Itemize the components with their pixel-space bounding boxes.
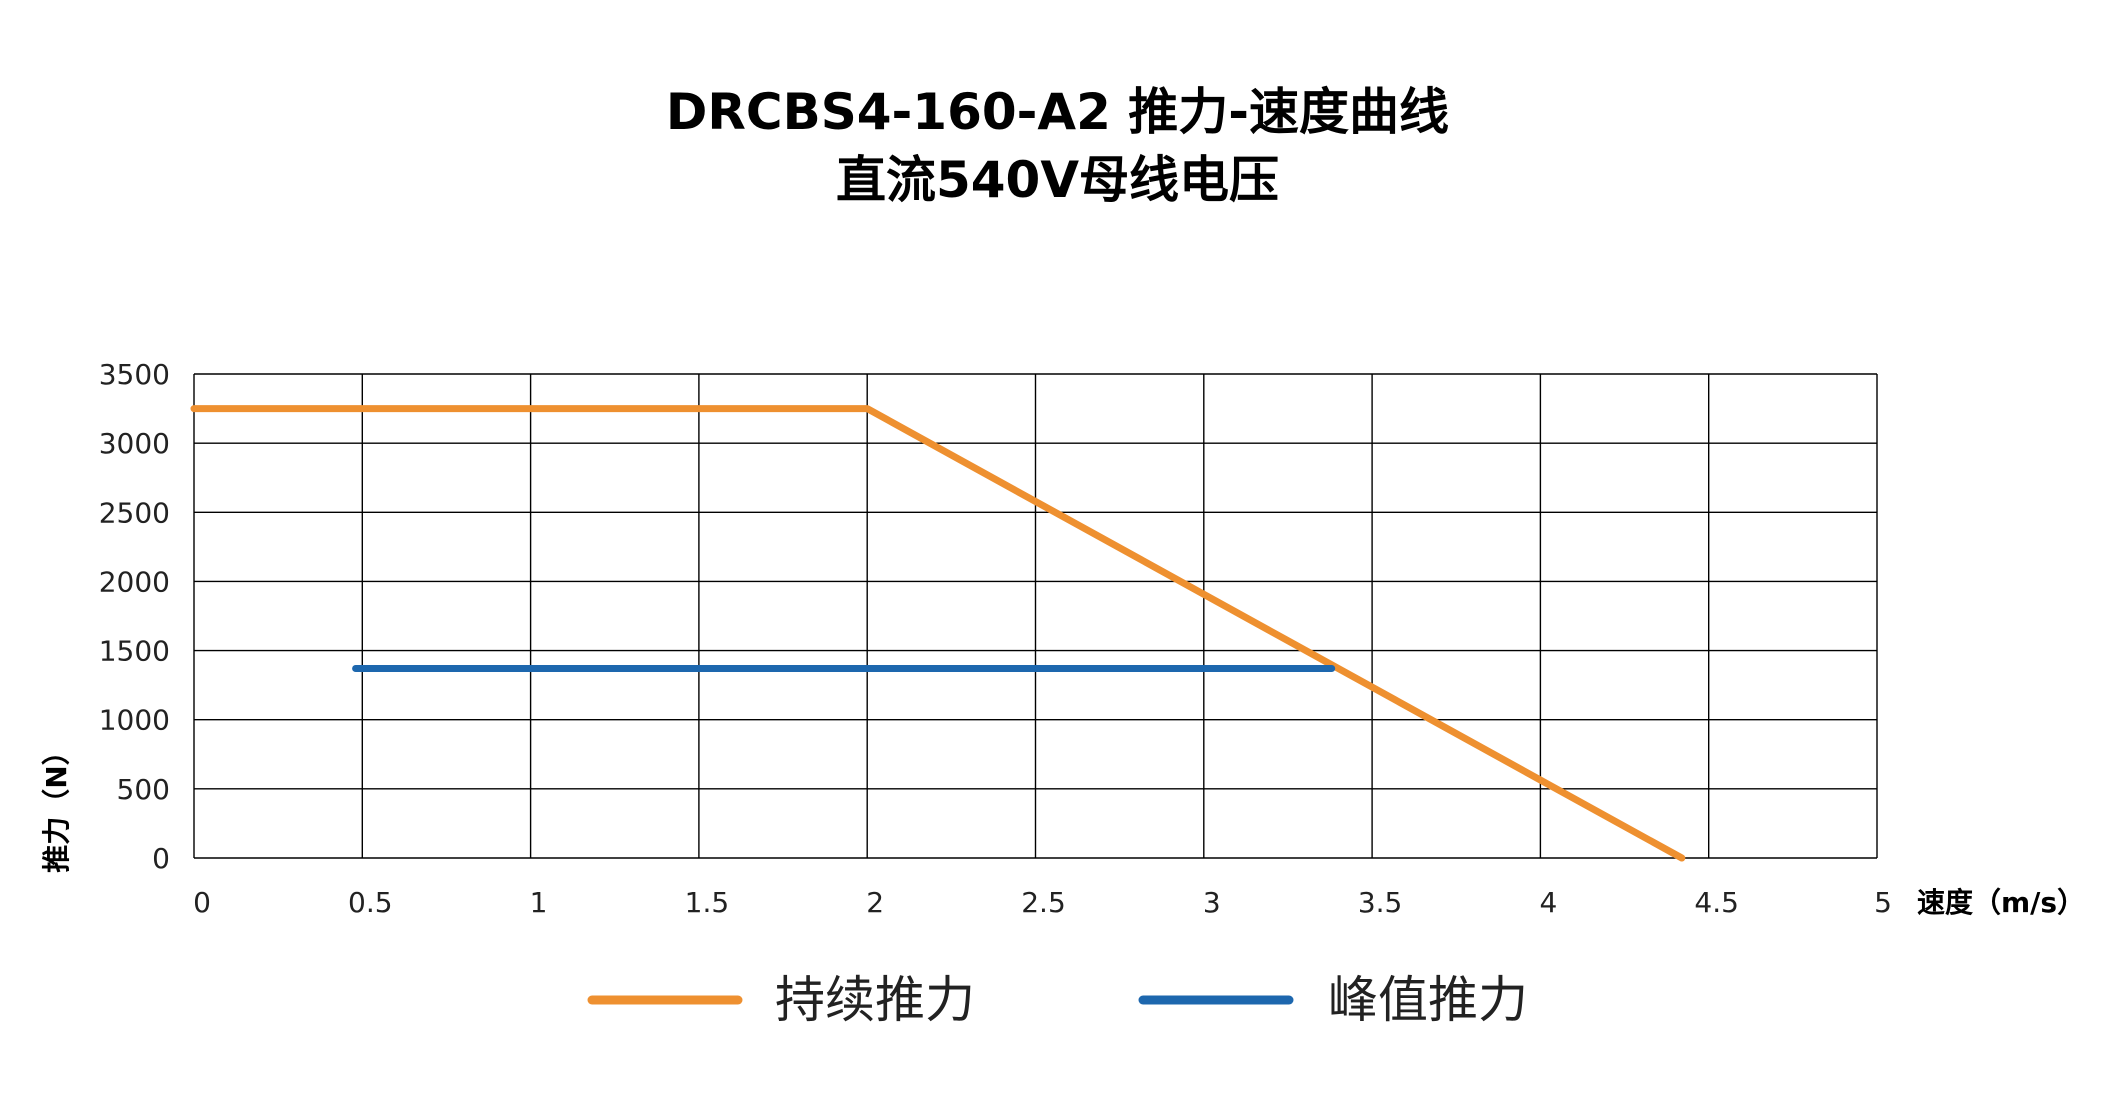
x-tick-label: 3.5: [1358, 886, 1403, 919]
y-tick-label: 0: [152, 842, 170, 875]
legend: 持续推力 峰值推力: [587, 971, 1528, 1029]
x-tick-label: 0.5: [348, 886, 393, 919]
y-tick-label: 1500: [99, 635, 170, 668]
y-tick-label: 2000: [99, 565, 170, 598]
y-tick-label: 500: [117, 773, 170, 806]
x-tick-label: 5: [1874, 886, 1892, 919]
x-tick-label: 4.5: [1694, 886, 1739, 919]
x-tick-label: 2.5: [1021, 886, 1066, 919]
grid: [193, 373, 1878, 859]
x-tick-label: 4: [1539, 886, 1557, 919]
x-tick-label: 1: [530, 886, 548, 919]
chart-title-line1: DRCBS4-160-A2 推力-速度曲线: [665, 83, 1450, 141]
y-tick-label: 2500: [99, 496, 170, 529]
y-tick-labels: 0 500 1000 1500 2000 2500 3000 3500: [99, 358, 170, 875]
x-tick-label: 0: [193, 886, 211, 919]
chart-title-line2: 直流540V母线电压: [835, 151, 1280, 209]
y-tick-label: 3500: [99, 358, 170, 391]
x-tick-labels: 0 0.5 1 1.5 2 2.5 3 3.5 4 4.5 5: [193, 886, 1892, 919]
x-tick-label: 1.5: [685, 886, 730, 919]
legend-label-1: 峰值推力: [1328, 971, 1528, 1029]
series-lines: [190, 405, 1686, 862]
chart-title: DRCBS4-160-A2 推力-速度曲线 直流540V母线电压: [0, 78, 2115, 214]
y-tick-label: 1000: [99, 704, 170, 737]
y-tick-label: 3000: [99, 427, 170, 460]
x-tick-label: 3: [1203, 886, 1221, 919]
series-line-0: [190, 405, 1686, 862]
legend-label-0: 持续推力: [775, 971, 975, 1029]
y-axis-label: 推力（N）: [40, 737, 73, 872]
x-tick-label: 2: [866, 886, 884, 919]
x-axis-label: 速度（m/s）: [1917, 886, 2085, 919]
